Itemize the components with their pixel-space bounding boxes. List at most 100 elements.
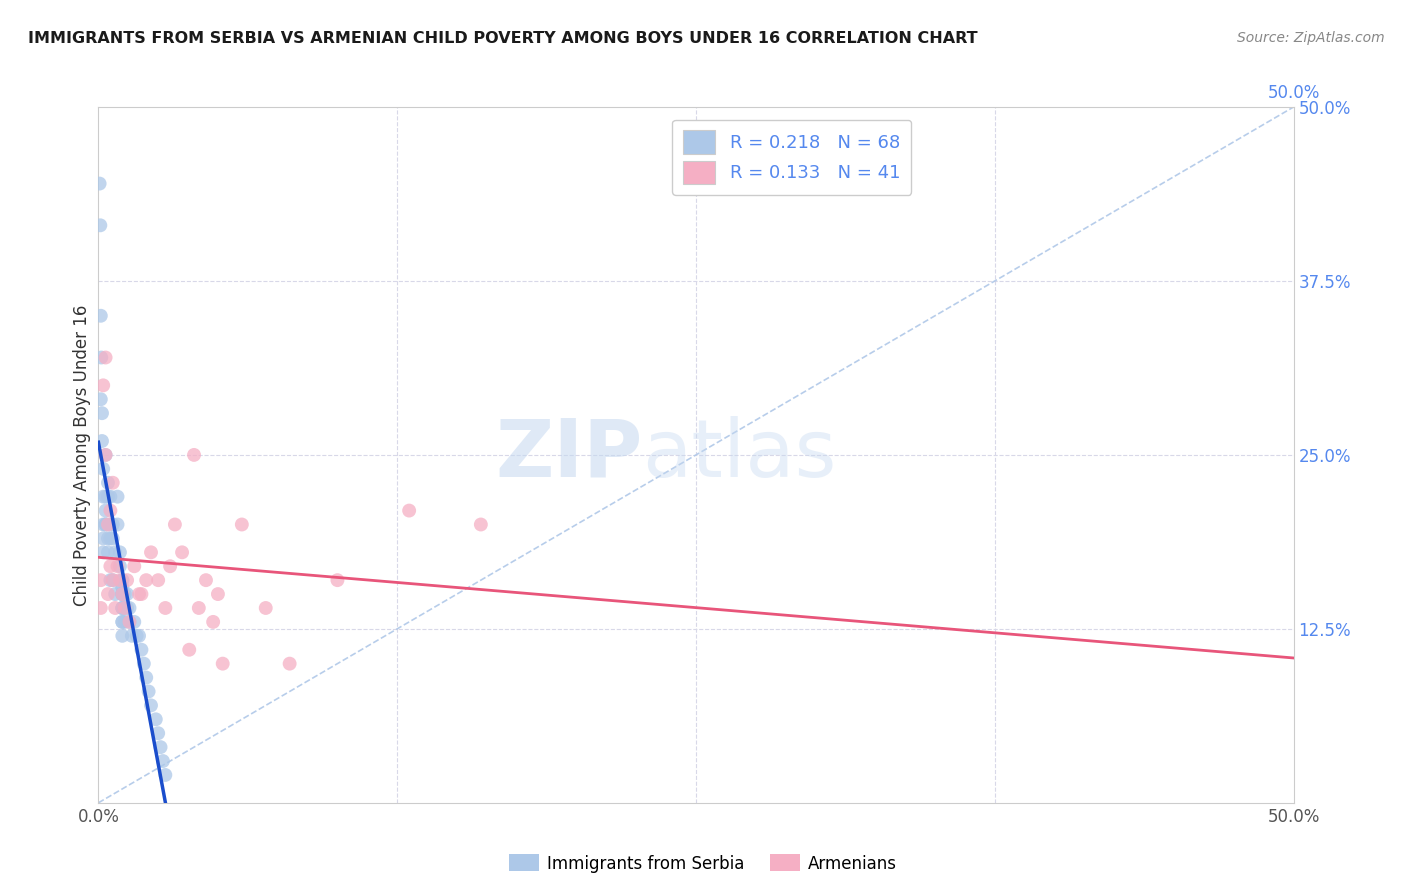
Point xyxy=(128,629,150,643)
Point xyxy=(107,490,129,504)
Point xyxy=(91,406,114,420)
Point xyxy=(98,559,122,574)
Point xyxy=(98,490,122,504)
Point xyxy=(131,587,153,601)
Point xyxy=(90,392,112,407)
Point xyxy=(111,587,134,601)
Point xyxy=(97,490,120,504)
Point xyxy=(115,587,138,601)
Text: Source: ZipAtlas.com: Source: ZipAtlas.com xyxy=(1237,31,1385,45)
Point xyxy=(131,642,153,657)
Point xyxy=(107,559,129,574)
Point xyxy=(104,587,127,601)
Point xyxy=(98,573,122,587)
Point xyxy=(125,629,148,643)
Point xyxy=(172,545,194,559)
Point xyxy=(97,517,120,532)
Point xyxy=(135,573,157,587)
Point xyxy=(152,754,174,768)
Point xyxy=(128,587,150,601)
Text: ZIP: ZIP xyxy=(495,416,643,494)
Point xyxy=(91,462,114,476)
Point xyxy=(94,351,117,365)
Point xyxy=(470,517,492,532)
Point xyxy=(94,503,117,517)
Point xyxy=(139,698,162,713)
Point xyxy=(124,615,146,629)
Point xyxy=(183,448,205,462)
Point xyxy=(101,532,124,546)
Point xyxy=(101,475,124,490)
Point xyxy=(121,629,143,643)
Point xyxy=(98,532,122,546)
Point xyxy=(114,587,136,601)
Y-axis label: Child Poverty Among Boys Under 16: Child Poverty Among Boys Under 16 xyxy=(73,304,91,606)
Point xyxy=(278,657,301,671)
Point xyxy=(114,615,136,629)
Point xyxy=(111,601,134,615)
Point xyxy=(195,573,218,587)
Point xyxy=(115,573,138,587)
Point xyxy=(97,587,120,601)
Point xyxy=(149,740,172,755)
Point xyxy=(118,615,141,629)
Point xyxy=(326,573,349,587)
Point xyxy=(135,671,157,685)
Point xyxy=(94,490,117,504)
Point xyxy=(111,629,134,643)
Point xyxy=(111,601,134,615)
Point xyxy=(111,580,134,594)
Point xyxy=(108,559,131,574)
Point xyxy=(91,378,114,392)
Point xyxy=(90,351,112,365)
Point xyxy=(94,517,117,532)
Point xyxy=(114,601,136,615)
Point xyxy=(90,573,112,587)
Point xyxy=(148,726,170,740)
Point xyxy=(108,545,131,559)
Point xyxy=(108,573,131,587)
Point xyxy=(89,219,111,233)
Point xyxy=(104,545,127,559)
Point xyxy=(179,642,201,657)
Point xyxy=(101,573,124,587)
Point xyxy=(111,587,134,601)
Point xyxy=(202,615,225,629)
Point xyxy=(94,448,117,462)
Point xyxy=(145,712,167,726)
Point xyxy=(155,601,177,615)
Point xyxy=(111,580,134,594)
Point xyxy=(111,587,134,601)
Point xyxy=(90,309,112,323)
Point xyxy=(111,573,134,587)
Point xyxy=(89,177,111,191)
Point xyxy=(98,503,122,517)
Point xyxy=(207,587,229,601)
Point xyxy=(124,559,146,574)
Point xyxy=(118,615,141,629)
Point xyxy=(98,517,122,532)
Point xyxy=(97,545,120,559)
Point xyxy=(231,517,253,532)
Point xyxy=(163,517,186,532)
Point xyxy=(139,545,162,559)
Point xyxy=(91,490,114,504)
Point xyxy=(138,684,160,698)
Point xyxy=(398,503,420,517)
Point xyxy=(91,532,114,546)
Point xyxy=(254,601,277,615)
Point xyxy=(91,545,114,559)
Point xyxy=(101,517,124,532)
Point xyxy=(159,559,181,574)
Legend: R = 0.218   N = 68, R = 0.133   N = 41: R = 0.218 N = 68, R = 0.133 N = 41 xyxy=(672,120,911,194)
Point xyxy=(90,601,112,615)
Point xyxy=(114,601,136,615)
Point xyxy=(97,532,120,546)
Point xyxy=(111,601,134,615)
Point xyxy=(107,517,129,532)
Point xyxy=(148,573,170,587)
Text: IMMIGRANTS FROM SERBIA VS ARMENIAN CHILD POVERTY AMONG BOYS UNDER 16 CORRELATION: IMMIGRANTS FROM SERBIA VS ARMENIAN CHILD… xyxy=(28,31,977,46)
Legend: Immigrants from Serbia, Armenians: Immigrants from Serbia, Armenians xyxy=(502,847,904,880)
Point xyxy=(94,517,117,532)
Point xyxy=(187,601,209,615)
